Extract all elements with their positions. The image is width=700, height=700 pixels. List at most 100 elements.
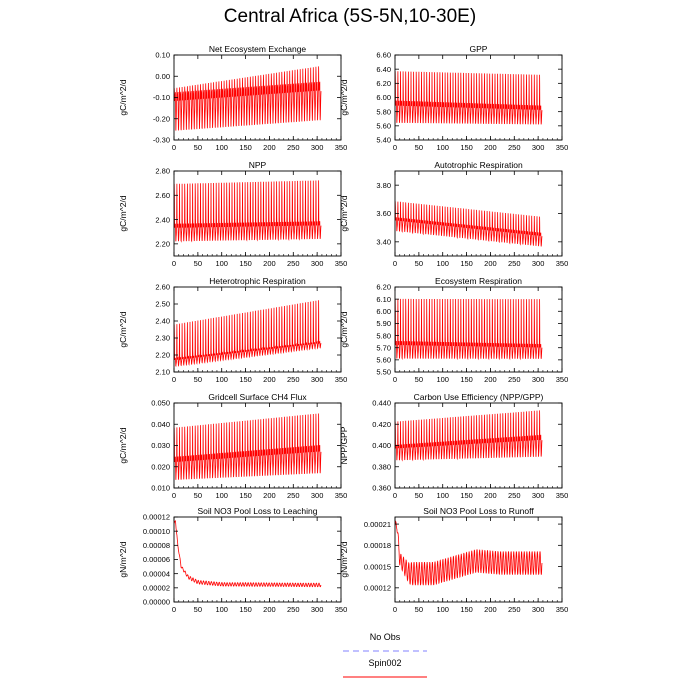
y-tick-label: 0.00021 <box>364 520 391 529</box>
x-tick-label: 200 <box>263 143 276 152</box>
y-tick-label: 5.40 <box>376 136 391 145</box>
x-tick-label: 150 <box>239 143 252 152</box>
x-tick-label: 0 <box>172 143 176 152</box>
x-tick-label: 100 <box>215 605 228 614</box>
x-tick-label: 300 <box>532 259 545 268</box>
y-tick-label: 0.00006 <box>143 555 170 564</box>
y-tick-label: 0.00 <box>155 72 170 81</box>
y-tick-label: 0.00012 <box>364 584 391 593</box>
series-line-spin002 <box>395 520 543 586</box>
y-tick-label: 0.040 <box>151 420 170 429</box>
y-tick-label: 6.20 <box>376 283 391 292</box>
x-tick-label: 100 <box>215 259 228 268</box>
x-tick-label: 250 <box>287 375 300 384</box>
y-tick-label: 5.50 <box>376 368 391 377</box>
x-tick-label: 350 <box>556 491 569 500</box>
x-tick-label: 50 <box>194 259 202 268</box>
x-tick-label: 300 <box>532 143 545 152</box>
y-tick-label: 2.40 <box>155 317 170 326</box>
y-tick-label: 2.60 <box>155 283 170 292</box>
y-tick-label: 5.70 <box>376 343 391 352</box>
panel-title: Ecosystem Respiration <box>435 276 522 286</box>
x-tick-label: 50 <box>194 143 202 152</box>
x-tick-label: 100 <box>215 375 228 384</box>
y-axis-label: gC/m^2/d <box>118 79 128 115</box>
panel-autotrophic-respiration: Autotrophic Respiration gC/m^2/d 0 50 100 150… <box>339 160 568 268</box>
plot-frame <box>173 516 342 603</box>
panel-title: Carbon Use Efficiency (NPP/GPP) <box>414 392 544 402</box>
plot-frame <box>173 170 342 257</box>
panel-soil-no3-pool-loss-to-leaching: Soil NO3 Pool Loss to Leaching gN/m^2/d 0 5… <box>118 506 347 614</box>
x-tick-label: 50 <box>194 605 202 614</box>
x-tick-label: 100 <box>436 375 449 384</box>
plot-frame <box>173 286 342 373</box>
x-tick-label: 300 <box>311 375 324 384</box>
y-tick-label: 6.00 <box>376 307 391 316</box>
x-tick-label: 0 <box>393 491 397 500</box>
x-tick-label: 200 <box>484 491 497 500</box>
y-tick-label: 3.60 <box>376 209 391 218</box>
x-tick-label: 250 <box>508 375 521 384</box>
panel-title: Gridcell Surface CH4 Flux <box>208 392 307 402</box>
x-tick-label: 50 <box>415 259 423 268</box>
y-tick-label: 0.00015 <box>364 562 391 571</box>
y-axis-label: gN/m^2/d <box>339 541 349 577</box>
panel-title: Autotrophic Respiration <box>434 160 523 170</box>
x-tick-label: 300 <box>532 491 545 500</box>
y-tick-label: 3.40 <box>376 238 391 247</box>
series-line-spin002 <box>395 201 543 247</box>
y-tick-label: 0.010 <box>151 484 170 493</box>
x-tick-label: 250 <box>508 605 521 614</box>
x-tick-label: 150 <box>460 259 473 268</box>
y-tick-label: 2.60 <box>155 191 170 200</box>
series-line-spin002 <box>174 413 322 480</box>
panel-title: NPP <box>249 160 267 170</box>
x-tick-label: 200 <box>263 375 276 384</box>
x-tick-label: 350 <box>556 605 569 614</box>
panel-carbon-use-efficiency-npp-gpp: Carbon Use Efficiency (NPP/GPP) NPP/GPP 0 5… <box>339 392 568 500</box>
x-tick-label: 50 <box>415 143 423 152</box>
y-axis-label: gC/m^2/d <box>339 311 349 347</box>
series-line-spin002 <box>395 71 543 125</box>
y-tick-label: 2.20 <box>155 351 170 360</box>
panel-title: Heterotrophic Respiration <box>209 276 306 286</box>
y-tick-label: 0.00008 <box>143 541 170 550</box>
x-tick-label: 150 <box>239 491 252 500</box>
y-tick-label: 5.60 <box>376 356 391 365</box>
x-tick-label: 200 <box>484 143 497 152</box>
y-axis-label: gC/m^2/d <box>118 427 128 463</box>
y-tick-label: 5.60 <box>376 122 391 131</box>
y-tick-label: 6.40 <box>376 65 391 74</box>
y-axis-label: NPP/GPP <box>339 426 349 464</box>
y-tick-label: 2.50 <box>155 300 170 309</box>
y-tick-label: 0.00012 <box>143 513 170 522</box>
panel-gpp: GPP gC/m^2/d 0 50 100 150 200 250 300 350 6.60 6.40… <box>339 44 568 152</box>
panel-title: Soil NO3 Pool Loss to Leaching <box>197 506 317 516</box>
x-tick-label: 300 <box>311 605 324 614</box>
series-line-spin002 <box>174 66 322 131</box>
y-axis-label: gC/m^2/d <box>118 195 128 231</box>
x-tick-label: 50 <box>415 375 423 384</box>
x-tick-label: 0 <box>393 259 397 268</box>
y-tick-label: 6.10 <box>376 295 391 304</box>
y-tick-label: 5.80 <box>376 107 391 116</box>
y-tick-label: 5.80 <box>376 331 391 340</box>
x-tick-label: 350 <box>335 491 348 500</box>
x-tick-label: 350 <box>335 259 348 268</box>
panel-title: Net Ecosystem Exchange <box>209 44 307 54</box>
panel-title: GPP <box>470 44 488 54</box>
x-tick-label: 250 <box>508 259 521 268</box>
y-tick-label: -0.20 <box>153 114 170 123</box>
x-tick-label: 0 <box>393 375 397 384</box>
x-tick-label: 350 <box>556 143 569 152</box>
y-tick-label: 6.20 <box>376 79 391 88</box>
x-tick-label: 300 <box>311 259 324 268</box>
y-tick-label: 0.440 <box>372 399 391 408</box>
x-tick-label: 150 <box>460 143 473 152</box>
plot-frame <box>394 516 563 603</box>
y-tick-label: 0.400 <box>372 441 391 450</box>
x-tick-label: 0 <box>172 375 176 384</box>
panel-net-ecosystem-exchange: Net Ecosystem Exchange gC/m^2/d 0 50 100 150 2… <box>118 44 347 152</box>
page-title: Central Africa (5S-5N,10-30E) <box>223 6 477 27</box>
y-tick-label: 0.020 <box>151 462 170 471</box>
